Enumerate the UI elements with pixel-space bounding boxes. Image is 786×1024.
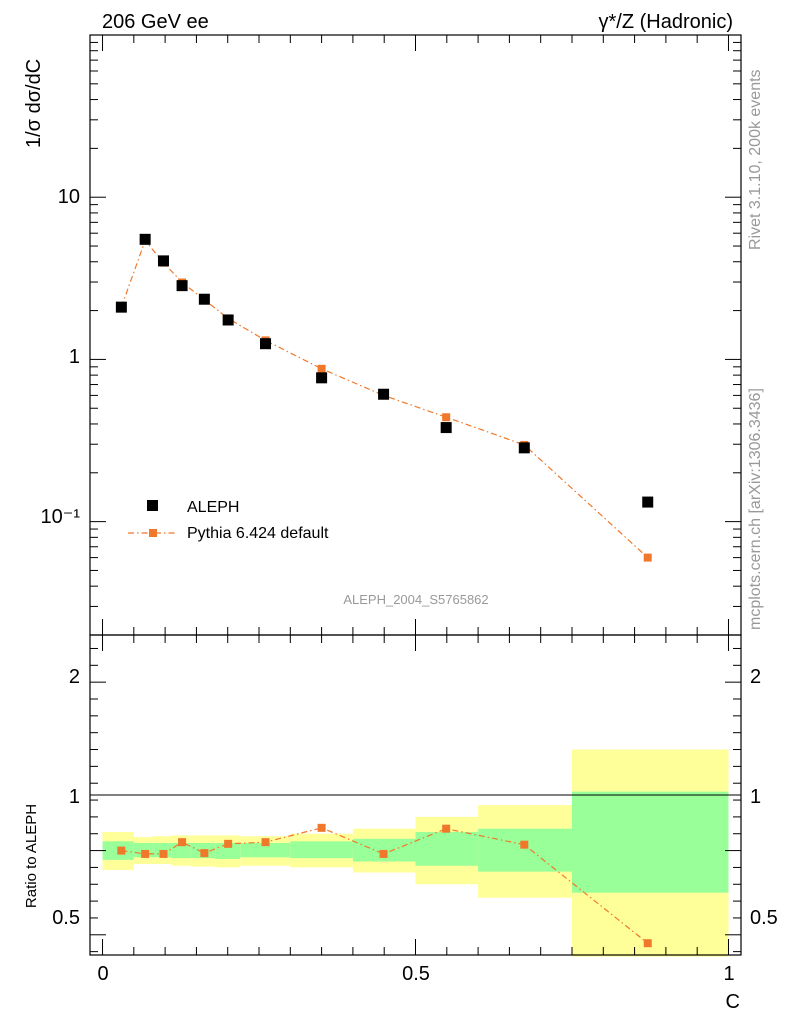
data-point <box>157 255 169 267</box>
data-point <box>222 314 234 326</box>
ratio-panel-frame <box>89 634 742 956</box>
data-point <box>176 280 188 292</box>
analysis-id-label: ALEPH_2004_S5765862 <box>343 592 488 607</box>
x-tick-label-1: 1 <box>723 963 734 985</box>
ratio-y-tick-label-right-1: 1 <box>750 786 761 808</box>
ratio-mc-series <box>117 823 652 948</box>
ratio-y-tick-label-right-0.5: 0.5 <box>750 907 778 929</box>
ratio-y-axis-title: Ratio to ALEPH <box>23 804 40 908</box>
ratio-y-tick-label-left-0.5: 0.5 <box>52 907 80 929</box>
data-point <box>440 422 452 434</box>
ratio-mc-point <box>261 838 270 847</box>
ratio-y-tick-label-right-2: 2 <box>750 666 761 688</box>
inner-uncertainty-band <box>571 791 729 893</box>
ratio-y-tick-labels: 2 1 0.5 2 1 0.5 <box>52 666 778 929</box>
inner-uncertainty-band <box>415 832 479 866</box>
mc-point <box>643 553 652 562</box>
main-y-axis-title: 1/σ dσ/dC <box>23 59 45 148</box>
data-point <box>198 293 210 305</box>
main-panel-ticks <box>90 35 741 636</box>
header-left-label: 206 GeV ee <box>102 11 209 33</box>
ratio-panel-ticks <box>90 635 741 955</box>
main-panel-frame <box>89 34 742 636</box>
legend: ALEPH Pythia 6.424 default <box>128 499 329 542</box>
ratio-mc-point <box>224 839 233 848</box>
inner-uncertainty-band <box>215 843 241 859</box>
ratio-mc-point <box>141 849 150 858</box>
inner-uncertainty-band <box>478 828 572 872</box>
x-tick-label-0.5: 0.5 <box>402 963 430 985</box>
mc-point <box>317 364 326 373</box>
mc-point <box>442 413 451 422</box>
ratio-mc-point <box>117 846 126 855</box>
ratio-y-tick-label-left-1: 1 <box>69 786 80 808</box>
legend-mc-marker <box>149 529 157 537</box>
ratio-mc-point <box>643 939 652 948</box>
ratio-mc-point <box>317 823 326 832</box>
x-tick-labels: 0 0.5 1 <box>97 963 734 985</box>
main-y-tick-label-0.1: 10⁻¹ <box>41 506 81 528</box>
data-point <box>115 301 127 313</box>
ratio-mc-point <box>520 840 529 849</box>
inner-uncertainty-band <box>171 843 191 859</box>
data-point <box>378 388 390 400</box>
main-y-tick-label-10: 10 <box>58 186 80 208</box>
main-y-tick-label-1: 1 <box>69 346 80 368</box>
ratio-mc-point <box>178 838 187 847</box>
ratio-mc-point <box>200 849 209 858</box>
rivet-version-label: Rivet 3.1.10, 200k events <box>747 69 764 250</box>
ratio-y-tick-label-left-2: 2 <box>69 666 80 688</box>
ratio-mc-point <box>379 849 388 858</box>
ratio-mc-point <box>442 824 451 833</box>
data-point <box>260 338 272 350</box>
data-point <box>139 233 151 245</box>
header-right-label: γ*/Z (Hadronic) <box>599 11 733 33</box>
data-point <box>316 372 328 384</box>
legend-mc-label: Pythia 6.424 default <box>187 525 329 542</box>
x-axis-title: C <box>726 991 740 1013</box>
main-y-tick-labels: 10 1 10⁻¹ <box>41 186 81 528</box>
data-point <box>518 442 530 454</box>
mcplots-label: mcplots.cern.ch [arXiv:1306.3436] <box>747 388 764 630</box>
ratio-uncertainty-bands <box>102 749 729 957</box>
x-tick-label-0: 0 <box>97 963 108 985</box>
ratio-mc-point <box>159 849 168 858</box>
main-mc-line <box>120 239 649 559</box>
data-point <box>642 496 654 508</box>
inner-uncertainty-band <box>240 843 291 858</box>
legend-data-marker <box>147 500 158 511</box>
ratio-panel: 2 1 0.5 2 1 0.5 0 0.5 1 <box>52 634 778 985</box>
legend-data-label: ALEPH <box>187 499 239 516</box>
main-panel: 10 1 10⁻¹ ALEPH Pythia 6.424 default <box>41 34 742 636</box>
inner-uncertainty-band <box>290 841 353 859</box>
main-data-series <box>115 233 654 508</box>
